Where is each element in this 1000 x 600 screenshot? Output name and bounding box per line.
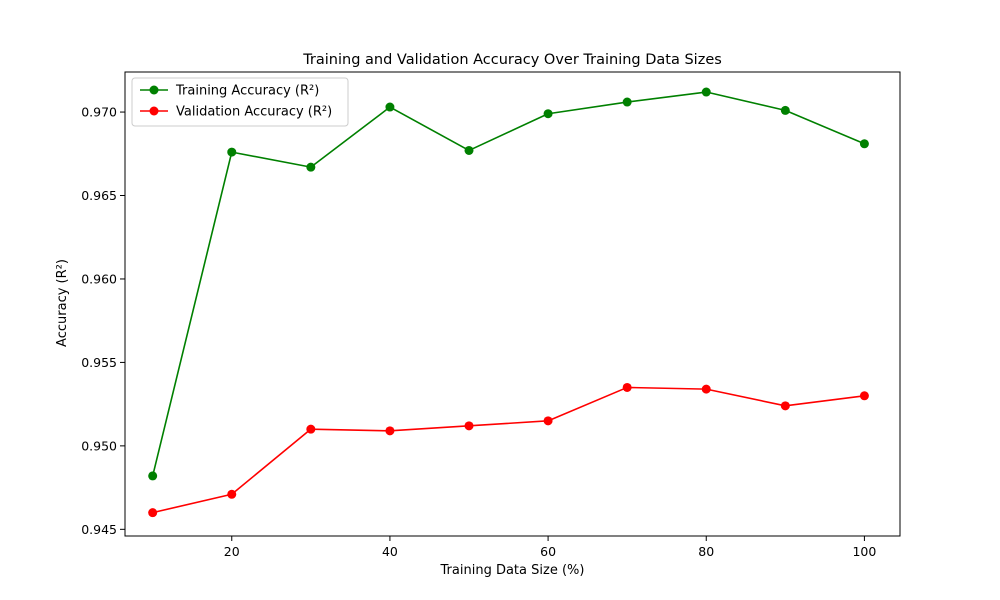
data-point-training (385, 102, 395, 112)
data-point-training (148, 471, 158, 481)
legend-label-training: Training Accuracy (R²) (175, 84, 319, 99)
data-point-validation (780, 401, 790, 411)
chart-title: Training and Validation Accuracy Over Tr… (302, 52, 722, 68)
y-tick-label: 0.955 (81, 355, 117, 370)
y-tick-label: 0.970 (81, 105, 117, 120)
data-point-validation (227, 489, 237, 499)
x-tick-label: 60 (540, 544, 556, 559)
x-tick-label: 100 (852, 544, 876, 559)
legend-marker-training (149, 85, 159, 95)
series-line-training (151, 91, 865, 477)
data-point-training (780, 105, 790, 115)
data-point-validation (701, 384, 711, 394)
legend: Training Accuracy (R²) Validation Accurac… (131, 77, 349, 127)
y-axis-label: Accuracy (R²) (55, 259, 70, 347)
data-point-training (859, 139, 869, 149)
data-point-validation (622, 382, 632, 392)
data-point-training (701, 87, 711, 97)
x-axis-label: Training Data Size (%) (440, 563, 585, 578)
y-tick-label: 0.960 (81, 271, 117, 286)
plot-frame (124, 71, 901, 537)
data-point-training (622, 97, 632, 107)
x-tick-label: 40 (382, 544, 398, 559)
data-point-training (543, 109, 553, 119)
data-point-validation (385, 426, 395, 436)
y-tick-label: 0.965 (81, 188, 117, 203)
data-point-validation (148, 508, 158, 518)
y-tick-label: 0.950 (81, 438, 117, 453)
data-point-training (464, 145, 474, 155)
x-tick-label: 20 (224, 544, 240, 559)
plot-area (148, 87, 869, 518)
legend-label-validation: Validation Accuracy (R²) (176, 105, 332, 120)
series-line-validation (152, 386, 865, 514)
data-point-validation (543, 416, 553, 426)
data-point-training (227, 147, 237, 157)
data-point-validation (464, 421, 474, 431)
x-tick-label: 80 (698, 544, 714, 559)
legend-box (131, 77, 349, 127)
y-tick-label: 0.945 (81, 522, 117, 537)
data-point-training (306, 162, 316, 172)
legend-marker-validation (149, 106, 159, 116)
data-point-validation (306, 424, 316, 434)
data-point-validation (859, 391, 869, 401)
